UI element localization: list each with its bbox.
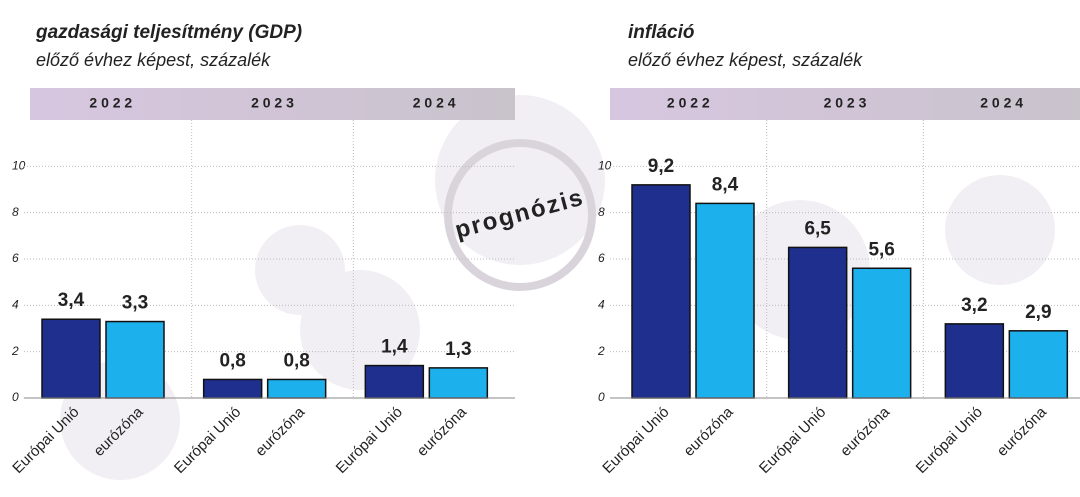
value-label: 8,4 [712,174,739,195]
bar [365,366,423,398]
group-label: 2 0 2 4 [413,95,456,111]
category-label: Európai Unió [171,404,244,477]
value-label: 1,4 [381,337,408,358]
group-label: 2 0 2 3 [824,95,867,111]
category-label: eurózóna [414,403,471,460]
bar [696,203,754,398]
chart-subtitle: előző évhez képest, százalék [628,50,863,70]
y-tick-label: 4 [12,298,19,312]
bar [853,268,911,398]
y-tick-label: 6 [598,251,605,265]
value-label: 2,9 [1025,302,1051,323]
group-label: 2 0 2 4 [980,95,1023,111]
bar [42,319,100,398]
chart-title: gazdasági teljesítmény (GDP) [35,22,302,43]
value-label: 1,3 [445,339,471,360]
value-label: 5,6 [868,239,894,260]
bar [268,379,326,398]
bar [789,247,847,398]
value-label: 0,8 [283,350,309,371]
page: prognózis gazdasági teljesítmény (GDP)el… [0,0,1080,497]
bar [106,322,164,398]
chart-subtitle: előző évhez képest, százalék [36,50,271,70]
category-label: eurózóna [252,403,309,460]
category-label: eurózóna [994,403,1051,460]
value-label: 3,4 [58,290,85,311]
category-label: eurózóna [680,403,737,460]
group-label: 2 0 2 3 [251,95,294,111]
category-label: Európai Unió [333,404,406,477]
y-tick-label: 2 [11,344,19,358]
bar [429,368,487,398]
group-label: 2 0 2 2 [89,95,132,111]
group-label: 2 0 2 2 [667,95,710,111]
bar [945,324,1003,398]
value-label: 3,2 [961,295,987,316]
category-label: Európai Unió [756,404,829,477]
y-tick-label: 6 [12,251,19,265]
value-label: 0,8 [219,350,245,371]
y-tick-label: 4 [598,298,605,312]
category-label: Európai Unió [913,404,986,477]
category-label: eurózóna [837,403,894,460]
bar [1009,331,1067,398]
y-tick-label: 8 [12,205,19,219]
value-label: 6,5 [804,218,831,239]
y-tick-label: 0 [598,390,605,404]
y-tick-label: 0 [12,390,19,404]
chart-title: infláció [628,22,695,43]
value-label: 3,3 [122,293,148,314]
y-tick-label: 2 [597,344,605,358]
y-tick-label: 10 [12,159,26,173]
bar [204,379,262,398]
category-label: Európai Unió [599,404,672,477]
bar [632,185,690,398]
y-tick-label: 8 [598,205,605,219]
value-label: 9,2 [648,156,674,177]
y-tick-label: 10 [598,159,612,173]
